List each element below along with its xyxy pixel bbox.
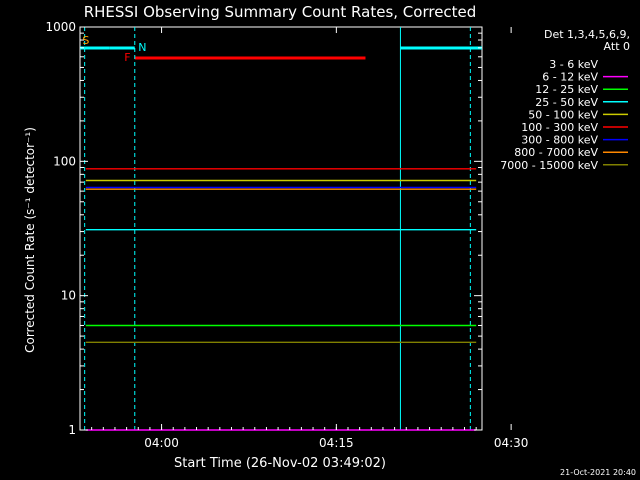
- sunlight-flag-label: S: [82, 34, 89, 47]
- x-tick-label: 04:00: [144, 436, 179, 450]
- legend-label-3: 12 - 25 keV: [535, 83, 598, 96]
- legend-label-2: 6 - 12 keV: [542, 71, 598, 84]
- legend-header-line-2: Att 0: [604, 40, 630, 53]
- x-tick-label: 04:15: [319, 436, 354, 450]
- legend-label-4: 25 - 50 keV: [535, 96, 598, 109]
- y-axis-label: Corrected Count Rate (s⁻¹ detector⁻¹): [23, 127, 37, 353]
- night-flag-label: N: [138, 41, 146, 54]
- x-axis-label: Start Time (26-Nov-02 03:49:02): [174, 456, 386, 471]
- x-tick-label: 04:30: [494, 436, 529, 450]
- y-tick-label: 1: [68, 423, 76, 437]
- legend-label-9: 7000 - 15000 keV: [500, 159, 598, 172]
- legend-label-5: 50 - 100 keV: [528, 108, 598, 121]
- flag-overlay: S NF: [80, 27, 482, 430]
- legend-header-line-1: Det 1,3,4,5,6,9,: [544, 28, 630, 41]
- flare-flag-label: F: [124, 51, 130, 64]
- y-tick-label: 1000: [45, 20, 76, 34]
- y-tick-label: 10: [61, 289, 76, 303]
- legend-label-1: 3 - 6 keV: [549, 58, 598, 71]
- legend-label-7: 300 - 800 keV: [521, 134, 598, 147]
- legend-label-6: 100 - 300 keV: [521, 121, 598, 134]
- footer-date: 21-Oct-2021 20:40: [560, 468, 636, 477]
- y-tick-label: 100: [53, 154, 76, 168]
- legend-label-8: 800 - 7000 keV: [514, 146, 598, 159]
- chart-title: RHESSI Observing Summary Count Rates, Co…: [84, 3, 477, 21]
